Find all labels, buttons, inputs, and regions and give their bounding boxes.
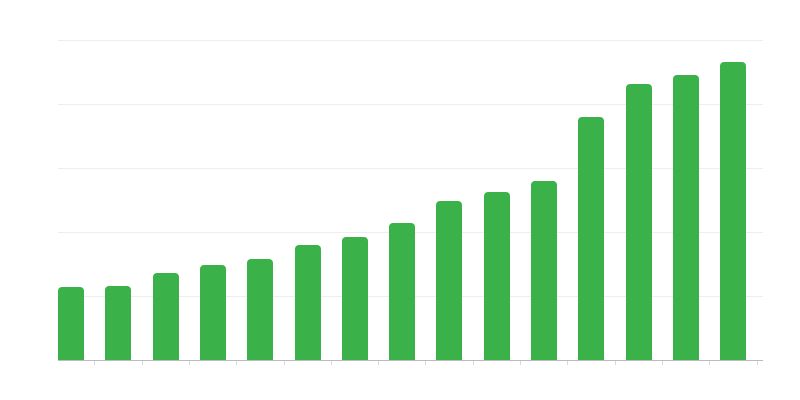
bar[interactable] xyxy=(341,237,368,360)
x-axis-tick xyxy=(520,360,521,365)
x-axis-tick xyxy=(236,360,238,365)
x-axis-tick xyxy=(661,360,663,365)
bar[interactable] xyxy=(672,75,699,360)
bar[interactable] xyxy=(58,287,84,360)
x-axis-tick xyxy=(614,360,616,365)
bar[interactable] xyxy=(199,265,226,360)
plot-area xyxy=(58,20,763,360)
gridline xyxy=(58,168,763,169)
bar[interactable] xyxy=(105,285,132,360)
x-axis-tick xyxy=(330,360,332,365)
x-axis-tick xyxy=(567,360,569,365)
bar[interactable] xyxy=(578,116,605,360)
bar[interactable] xyxy=(389,223,416,360)
x-axis-tick xyxy=(709,360,711,365)
x-axis-tick xyxy=(472,360,474,365)
x-axis-tick xyxy=(141,360,143,365)
bars-group xyxy=(58,20,763,360)
bar[interactable] xyxy=(625,84,652,360)
bar[interactable] xyxy=(436,200,463,360)
bar[interactable] xyxy=(720,61,747,360)
x-axis-tick xyxy=(94,360,96,365)
x-axis-tick xyxy=(283,360,285,365)
x-axis-line xyxy=(58,360,763,361)
x-axis-tick xyxy=(188,360,190,365)
gridline xyxy=(58,40,763,41)
bar[interactable] xyxy=(483,191,510,360)
bar[interactable] xyxy=(294,244,321,360)
bar[interactable] xyxy=(247,258,274,360)
bar[interactable] xyxy=(531,180,557,360)
x-axis-tick xyxy=(756,360,758,365)
x-axis-tick xyxy=(425,360,427,365)
x-axis-tick xyxy=(378,360,380,365)
bar[interactable] xyxy=(152,272,179,360)
gridline xyxy=(58,104,763,105)
